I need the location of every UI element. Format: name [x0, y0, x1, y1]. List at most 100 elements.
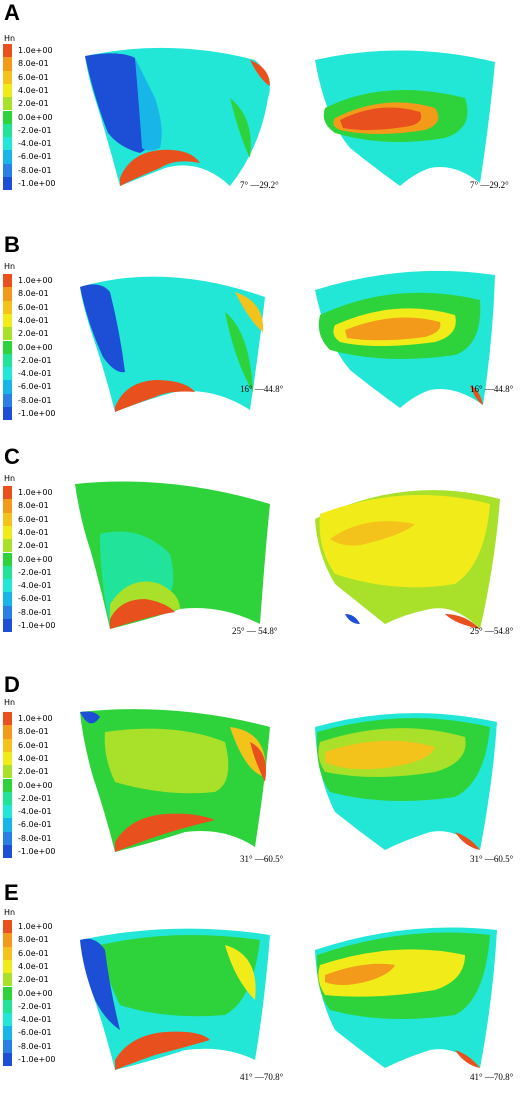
- blade-right-contour: [315, 927, 497, 1068]
- colorbar-swatch: [3, 287, 12, 301]
- colorbar-swatch: [3, 845, 12, 859]
- colorbar-label: 1.0e+00: [18, 46, 53, 55]
- colorbar-swatch: [3, 592, 12, 606]
- colorbar-swatch: [3, 831, 12, 845]
- colorbar-label: 6.0e-01: [18, 740, 49, 750]
- colorbar-swatch: [3, 738, 12, 752]
- colorbar-label: 2.0e-01: [18, 541, 49, 551]
- colorbar-label: -2.0e-01: [18, 567, 52, 577]
- colorbar-swatch: [3, 986, 12, 1000]
- colorbar-label: 1.0e+00: [18, 922, 53, 931]
- blade-left-contour: [85, 47, 270, 187]
- colorbar-swatch: [3, 367, 12, 381]
- colorbar-swatch: [3, 973, 12, 987]
- colorbar-label: -8.0e-01: [18, 165, 52, 175]
- blade-right-contour: [315, 270, 495, 408]
- blade-left-contour: [80, 709, 270, 852]
- colorbar-swatch: [3, 751, 12, 766]
- colorbar: 1.0e+00 8.0e-01 6.0e-01 4.0e-01 2.0e-01 0.0e+…: [3, 920, 55, 1067]
- angle-label-left: 7° —29.2°: [240, 180, 279, 190]
- colorbar-title: Hn: [4, 262, 16, 271]
- colorbar-swatch: [3, 778, 12, 792]
- colorbar-label: -6.0e-01: [18, 594, 52, 604]
- panel-letter: D: [4, 672, 20, 697]
- colorbar-swatch: [3, 712, 12, 726]
- colorbar-label: 6.0e-01: [18, 72, 49, 82]
- colorbar-swatch: [3, 163, 12, 177]
- angle-label-left: 41° —70.8°: [240, 1072, 284, 1082]
- angle-label-left: 25° — 54.8°: [232, 626, 278, 636]
- colorbar-swatch: [3, 565, 12, 580]
- colorbar-label: -2.0e-01: [18, 793, 52, 803]
- colorbar-label: -8.0e-01: [18, 833, 52, 843]
- colorbar-label: 2.0e-01: [18, 329, 49, 339]
- angle-label-left: 31° —60.5°: [240, 854, 284, 864]
- colorbar-label: -6.0e-01: [18, 1028, 52, 1038]
- colorbar-swatch: [3, 1053, 12, 1067]
- colorbar-label: -8.0e-01: [18, 395, 52, 405]
- colorbar: 1.0e+00 8.0e-01 6.0e-01 4.0e-01 2.0e-01 0.0e+…: [3, 274, 55, 421]
- colorbar-label: 8.0e-01: [18, 727, 49, 737]
- colorbar-label: 0.0e+00: [18, 342, 53, 352]
- colorbar-label: -4.0e-01: [18, 369, 52, 379]
- colorbar-label: 6.0e-01: [18, 302, 49, 312]
- colorbar-swatch: [3, 70, 12, 84]
- colorbar-swatch: [3, 725, 12, 739]
- colorbar-label: -6.0e-01: [18, 820, 52, 830]
- colorbar-swatch: [3, 920, 12, 934]
- colorbar-title: Hn: [4, 908, 16, 917]
- colorbar-label: -1.0e+00: [18, 409, 56, 418]
- colorbar-label: -4.0e-01: [18, 1015, 52, 1025]
- colorbar-swatch: [3, 313, 12, 328]
- blade-right-contour: [315, 50, 495, 186]
- colorbar-swatch: [3, 274, 12, 288]
- colorbar-label: 2.0e-01: [18, 99, 49, 109]
- colorbar-swatch: [3, 1039, 12, 1053]
- angle-label-right: 16° —44.8°: [470, 384, 514, 394]
- colorbar-swatch: [3, 933, 12, 947]
- colorbar-label: 1.0e+00: [18, 714, 53, 723]
- colorbar-label: 0.0e+00: [18, 988, 53, 998]
- colorbar-swatch: [3, 57, 12, 71]
- colorbar-label: 6.0e-01: [18, 514, 49, 524]
- colorbar-title: Hn: [4, 698, 16, 707]
- colorbar-swatch: [3, 486, 12, 500]
- colorbar-swatch: [3, 525, 12, 540]
- colorbar-swatch: [3, 579, 12, 593]
- colorbar-label: -6.0e-01: [18, 152, 52, 162]
- colorbar-swatch: [3, 959, 12, 974]
- colorbar-label: -2.0e-01: [18, 355, 52, 365]
- colorbar-swatch: [3, 150, 12, 164]
- colorbar-title: Hn: [4, 474, 16, 483]
- colorbar-label: -4.0e-01: [18, 807, 52, 817]
- colorbar-label: 8.0e-01: [18, 935, 49, 945]
- panel-letter: C: [4, 444, 20, 469]
- colorbar-swatch: [3, 353, 12, 368]
- colorbar-swatch: [3, 605, 12, 619]
- colorbar-label: -1.0e+00: [18, 179, 56, 188]
- colorbar-label: -4.0e-01: [18, 139, 52, 149]
- colorbar-label: -1.0e+00: [18, 847, 56, 856]
- colorbar-swatch: [3, 818, 12, 832]
- colorbar-swatch: [3, 123, 12, 138]
- angle-label-left: 16° —44.8°: [240, 384, 284, 394]
- colorbar-title: Hn: [4, 34, 16, 43]
- blade-left-contour: [80, 928, 270, 1070]
- colorbar-swatch: [3, 407, 12, 421]
- colorbar-swatch: [3, 327, 12, 341]
- angle-label-right: 41° —70.8°: [470, 1072, 514, 1082]
- colorbar-label: 0.0e+00: [18, 554, 53, 564]
- colorbar-swatch: [3, 1013, 12, 1027]
- colorbar-swatch: [3, 137, 12, 151]
- colorbar-label: 4.0e-01: [18, 85, 49, 95]
- blade-left-contour: [75, 481, 270, 629]
- angle-label-right: 31° —60.5°: [470, 854, 514, 864]
- colorbar-label: 0.0e+00: [18, 780, 53, 790]
- panel-a: A Hn 1.0e+00 8.0e-01 6.0e-01 4.0e-01 2.0e-01…: [0, 0, 526, 220]
- angle-label-right: 7° —29.2°: [470, 180, 509, 190]
- colorbar-swatch: [3, 539, 12, 553]
- colorbar-swatch: [3, 380, 12, 394]
- panel-letter: B: [4, 232, 20, 257]
- blade-right-contour: [315, 490, 500, 629]
- panel-letter: A: [4, 0, 20, 25]
